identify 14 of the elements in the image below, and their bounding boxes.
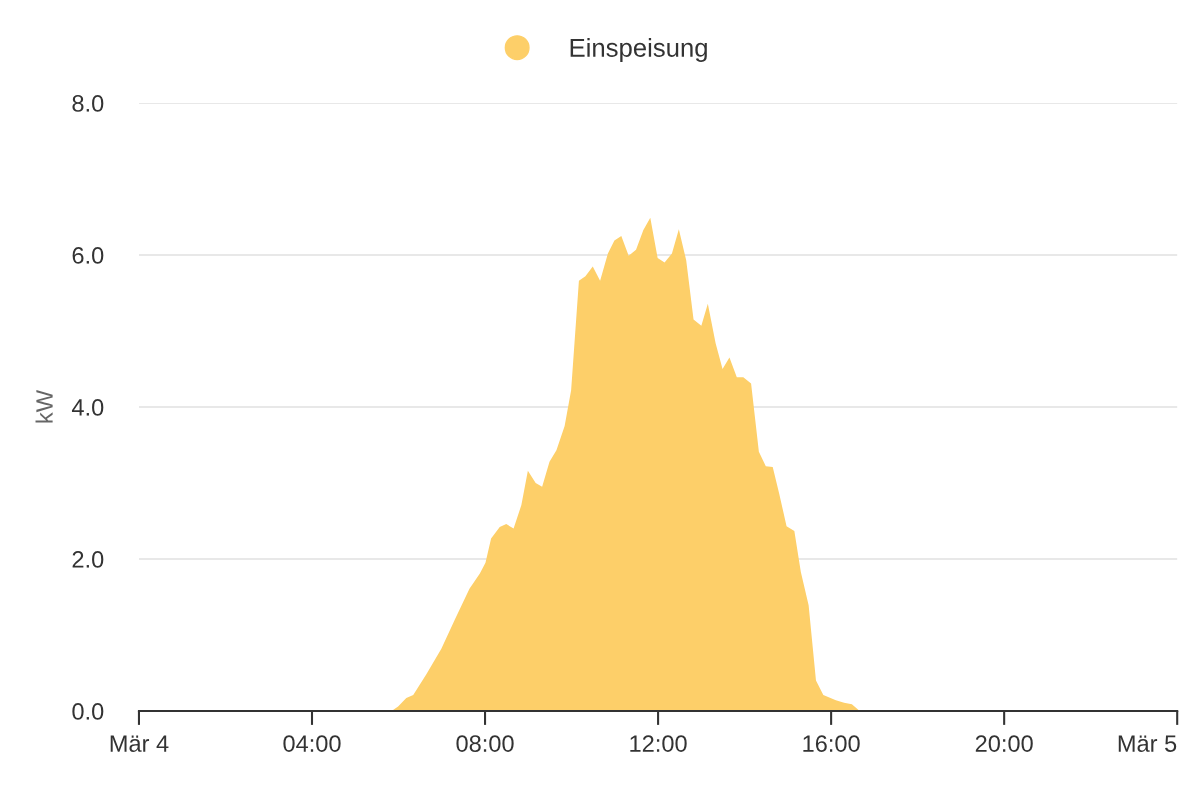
y-tick-label: 2.0 bbox=[72, 551, 104, 568]
x-tick-label: Mär 4 bbox=[110, 735, 169, 752]
y-axis-title: kW bbox=[35, 390, 53, 423]
x-tick-label: Mär 5 bbox=[1118, 735, 1177, 752]
x-tick-label: 20:00 bbox=[975, 735, 1033, 752]
x-tick-label: 04:00 bbox=[283, 735, 341, 752]
y-tick-label: 8.0 bbox=[72, 95, 104, 112]
y-tick-label: 4.0 bbox=[71, 399, 104, 416]
y-tick-label: 0.0 bbox=[72, 703, 104, 720]
x-tick-label: 12:00 bbox=[630, 735, 687, 752]
x-tick-label: 16:00 bbox=[803, 735, 860, 752]
y-tick-label: 6.0 bbox=[72, 247, 104, 264]
x-tick-label: 08:00 bbox=[456, 735, 514, 752]
legend-label: Einspeisung bbox=[570, 38, 707, 62]
